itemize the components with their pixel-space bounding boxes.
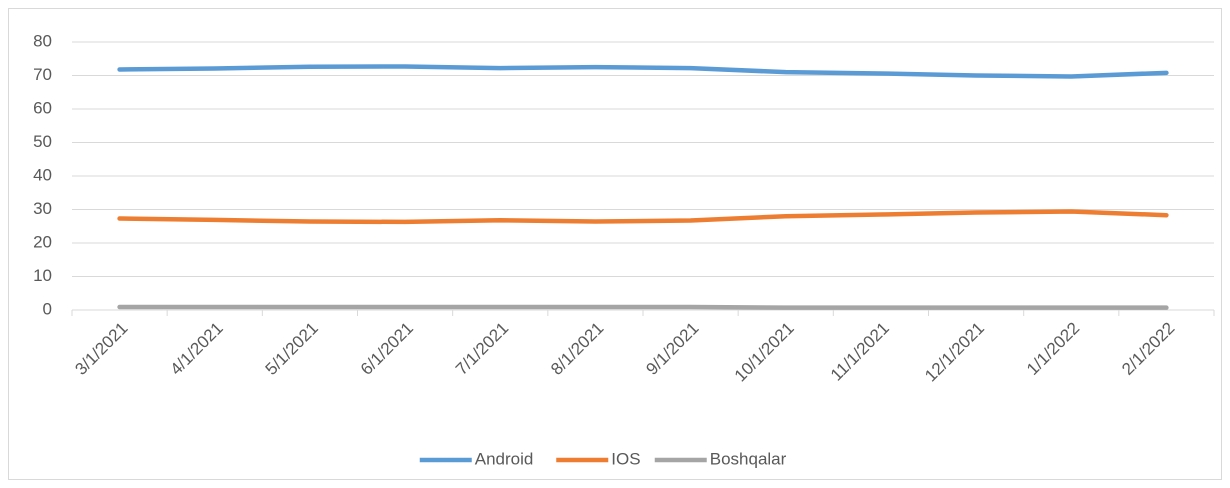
y-tick-label: 60 <box>33 98 52 117</box>
chart-border <box>8 8 1222 480</box>
series-line <box>117 209 1169 225</box>
y-tick-label: 80 <box>33 31 52 50</box>
y-tick-label: 70 <box>33 65 52 84</box>
series-line <box>117 64 1169 79</box>
legend-label: IOS <box>611 449 640 468</box>
y-tick-label: 40 <box>33 165 52 184</box>
legend-label: Android <box>475 449 534 468</box>
legend-label: Boshqalar <box>710 449 787 468</box>
y-tick-label: 0 <box>43 299 52 318</box>
y-tick-label: 20 <box>33 232 52 251</box>
legend: Android IOS Boshqalar <box>419 449 787 468</box>
y-tick-label: 50 <box>33 132 52 151</box>
y-tick-label: 10 <box>33 266 52 285</box>
y-tick-label: 30 <box>33 199 52 218</box>
series-line <box>117 304 1169 310</box>
